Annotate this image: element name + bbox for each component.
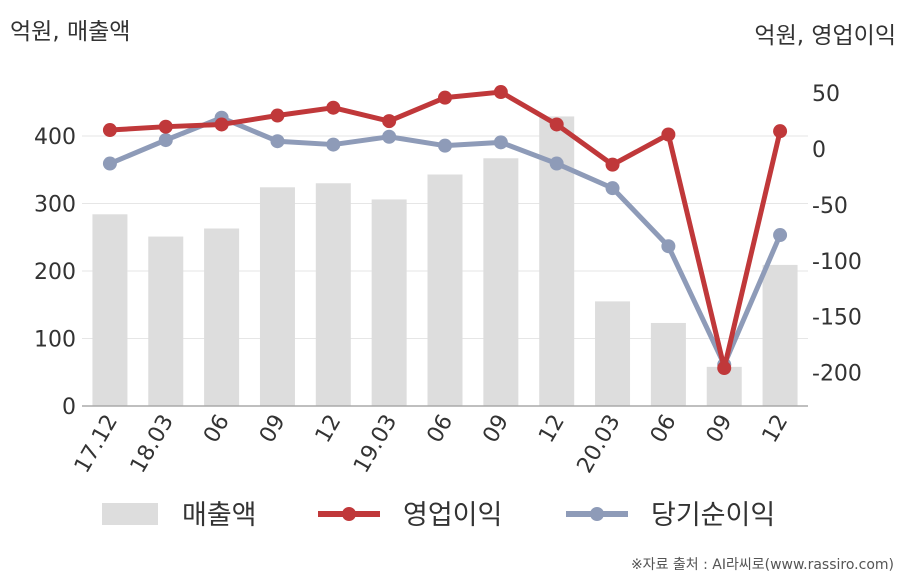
net-income-point — [549, 156, 564, 171]
legend-label-revenue: 매출액 — [182, 500, 257, 531]
operating-profit-point — [382, 114, 397, 129]
right-axis-tick-label: -50 — [812, 194, 848, 219]
left-axis-tick-label: 400 — [34, 125, 76, 150]
net-income-point — [270, 134, 285, 149]
legend-label-operating-profit: 영업이익 — [403, 500, 502, 531]
left-axis-tick-label: 300 — [34, 193, 76, 218]
x-axis-tick-label: 17.12 — [70, 411, 123, 478]
net-income-point — [605, 181, 620, 196]
operating-profit-point — [661, 127, 676, 142]
x-axis-tick-label: 20.03 — [573, 411, 626, 478]
legend-label-net-income: 당기순이익 — [651, 500, 775, 531]
net-income-point — [773, 228, 788, 243]
x-axis-tick-label: 09 — [702, 411, 738, 448]
legend-swatch-revenue — [102, 503, 158, 525]
x-axis-tick-label: 09 — [255, 411, 291, 448]
x-axis-tick-label: 06 — [199, 411, 235, 448]
x-axis-tick-label: 06 — [646, 411, 682, 448]
operating-profit-point — [493, 85, 508, 100]
bar — [762, 264, 798, 406]
operating-profit-point — [102, 123, 117, 138]
net-income-point — [326, 137, 341, 152]
right-axis-tick-label: -200 — [812, 361, 862, 386]
bar — [92, 214, 128, 406]
legend-marker-operating-profit — [342, 507, 356, 521]
x-axis-tick-label: 06 — [423, 411, 459, 448]
net-income-point — [158, 133, 173, 148]
operating-profit-point — [214, 117, 229, 132]
operating-profit-point — [326, 100, 341, 115]
operating-profit-point — [549, 117, 564, 132]
bar — [148, 236, 184, 406]
left-axis-tick-label: 100 — [34, 328, 76, 353]
operating-profit-point — [438, 90, 452, 105]
x-axis-tick-label: 12 — [311, 411, 347, 448]
x-axis-tick-label: 09 — [478, 411, 514, 448]
net-income-point — [438, 138, 452, 153]
operating-profit-point — [717, 361, 732, 376]
x-axis-tick-label: 12 — [758, 411, 794, 448]
right-axis-tick-label: -100 — [812, 250, 862, 275]
net-income-point — [382, 129, 397, 144]
net-income-point — [661, 239, 676, 254]
right-axis-tick-label: 0 — [812, 138, 826, 163]
left-axis-tick-label: 0 — [62, 395, 76, 420]
operating-profit-point — [270, 108, 285, 123]
bar — [483, 158, 519, 406]
bar — [259, 187, 295, 406]
left-axis-tick-label: 200 — [34, 260, 76, 285]
left-axis-unit-label: 억원, 매출액 — [10, 19, 131, 45]
bar — [315, 183, 351, 406]
bar — [371, 199, 407, 406]
net-income-point — [102, 156, 117, 171]
net-income-point — [493, 135, 508, 150]
bar — [427, 174, 463, 406]
operating-profit-point — [605, 157, 620, 172]
bar — [595, 301, 631, 406]
legend-marker-net-income — [590, 507, 604, 521]
right-axis-tick-label: 50 — [812, 82, 840, 107]
x-axis-tick-label: 12 — [534, 411, 570, 448]
right-axis-tick-label: -150 — [812, 306, 862, 331]
source-credit: ※자료 출처 : AI라씨로(www.rassiro.com) — [630, 557, 894, 573]
x-axis-tick-label: 19.03 — [349, 411, 402, 478]
right-axis-unit-label: 억원, 영업이익 — [754, 23, 896, 49]
operating-profit-point — [158, 119, 173, 134]
x-axis-tick-label: 18.03 — [126, 411, 179, 478]
operating-profit-point — [773, 124, 788, 139]
bar — [650, 322, 686, 406]
bar — [204, 228, 240, 406]
